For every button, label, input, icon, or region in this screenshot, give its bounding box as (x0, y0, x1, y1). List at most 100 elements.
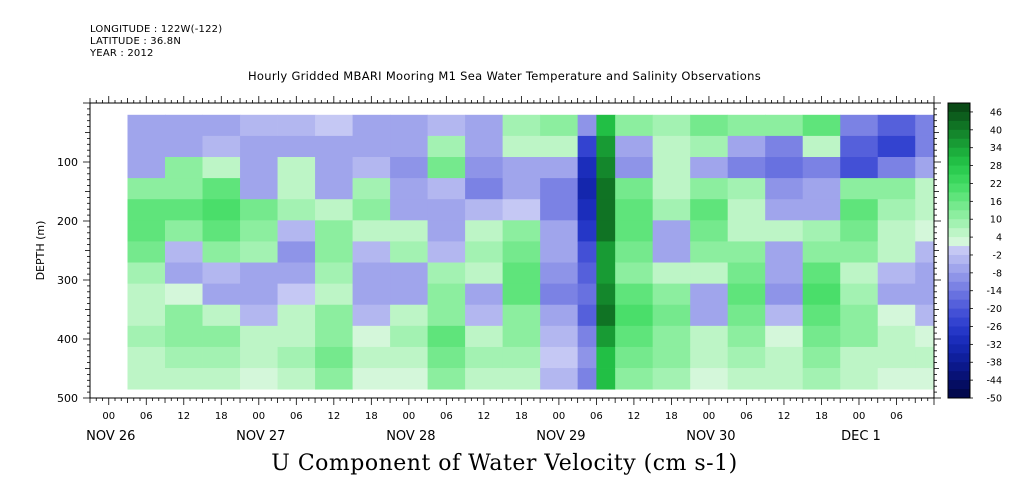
colorbar-swatch (948, 344, 970, 354)
heatmap-cell (352, 135, 391, 158)
colorbar-swatch (948, 335, 970, 345)
heatmap-cell (352, 368, 391, 390)
heatmap-cell (202, 283, 241, 306)
x-hour-tick-label: 12 (477, 411, 490, 422)
heatmap-cell (765, 283, 804, 306)
heatmap-cell (540, 262, 579, 285)
heatmap-cell (465, 157, 504, 179)
x-hour-tick-label: 00 (553, 411, 566, 422)
heatmap-cell (615, 304, 654, 327)
metadata-block: LONGITUDE : 122W(-122) LATITUDE : 36.8N … (90, 24, 222, 60)
heatmap-cell (315, 346, 353, 369)
heatmap-cell (915, 199, 935, 221)
heatmap-cell (727, 346, 766, 369)
heatmap-cell (690, 346, 729, 369)
heatmap-cell (727, 157, 766, 179)
colorbar-tick-label: 34 (990, 143, 1002, 154)
heatmap-cell (277, 368, 316, 390)
heatmap-cell (502, 114, 541, 137)
y-tick-label: 500 (57, 392, 78, 405)
heatmap-cell (727, 178, 766, 200)
x-day-label: NOV 30 (686, 429, 735, 444)
heatmap-cell (277, 178, 316, 200)
colorbar-tick-label: 16 (990, 197, 1002, 208)
heatmap-cell (596, 262, 616, 285)
x-hour-tick-label: 18 (665, 411, 678, 422)
heatmap-cell (765, 241, 804, 263)
heatmap-cell (765, 157, 804, 179)
heatmap-cell (877, 346, 916, 369)
heatmap-cell (727, 262, 766, 285)
heatmap-cell (652, 241, 691, 263)
heatmap-cell (840, 262, 879, 285)
y-tick-label: 300 (57, 274, 78, 287)
heatmap-cell (202, 346, 241, 369)
heatmap-cell (615, 178, 654, 200)
heatmap-cell (202, 220, 241, 242)
heatmap-cell (596, 304, 616, 327)
heatmap-cell (840, 283, 879, 306)
heatmap-cell (615, 325, 654, 348)
heatmap-cell (577, 114, 597, 137)
heatmap-cell (127, 178, 166, 200)
heatmap-cell (615, 135, 654, 158)
year-label: YEAR : 2012 (90, 48, 154, 59)
x-hour-tick-label: 18 (365, 411, 378, 422)
heatmap-cell (165, 304, 203, 327)
heatmap-cell (652, 220, 691, 242)
heatmap-cell (165, 325, 203, 348)
heatmap-cell (915, 241, 935, 263)
heatmap-cell (127, 114, 166, 137)
heatmap-cell (915, 262, 935, 285)
heatmap-cell (727, 135, 766, 158)
heatmap-cell (915, 368, 935, 390)
heatmap-cell (390, 368, 428, 390)
heatmap-cell (577, 262, 597, 285)
heatmap-cell (877, 114, 916, 137)
heatmap-cell (315, 304, 353, 327)
heatmap-cell (352, 178, 391, 200)
heatmap-cell (277, 304, 316, 327)
heatmap-cell (652, 304, 691, 327)
heatmap-cell (127, 368, 166, 390)
colorbar-tick-label: -14 (986, 286, 1002, 297)
heatmap-cell (202, 178, 241, 200)
heatmap-cell (840, 241, 879, 263)
heatmap-cell (652, 262, 691, 285)
x-hour-tick-label: 18 (815, 411, 828, 422)
heatmap-cell (127, 262, 166, 285)
x-hour-tick-label: 12 (778, 411, 791, 422)
heatmap-cell (427, 262, 466, 285)
x-day-label: NOV 27 (236, 429, 285, 444)
longitude-label: LONGITUDE : 122W(-122) (90, 24, 223, 35)
heatmap-cell (877, 135, 916, 158)
heatmap-cell (596, 368, 616, 390)
heatmap-cell (596, 114, 616, 137)
heatmap-cell (840, 178, 879, 200)
heatmap-cell (802, 325, 841, 348)
colorbar-swatch (948, 228, 970, 238)
colorbar-tick-label: -32 (986, 340, 1002, 351)
colorbar-swatch (948, 263, 970, 274)
x-day-label: NOV 26 (86, 429, 135, 444)
heatmap-cell (390, 157, 428, 179)
heatmap-cell (165, 241, 203, 263)
heatmap-cell (615, 346, 654, 369)
colorbar-tick-label: 4 (996, 233, 1002, 244)
heatmap-cell (240, 325, 278, 348)
heatmap-cell (352, 283, 391, 306)
heatmap-cell (502, 368, 541, 390)
heatmap-cell (277, 241, 316, 263)
heatmap-cell (540, 304, 579, 327)
heatmap-cell (877, 262, 916, 285)
heatmap-cell (540, 135, 579, 158)
heatmap-cell (802, 199, 841, 221)
heatmap-cell (352, 199, 391, 221)
heatmap-cell (577, 220, 597, 242)
heatmap-cell (202, 135, 241, 158)
heatmap-cell (765, 346, 804, 369)
heatmap-cell (540, 346, 579, 369)
heatmap-cell (577, 178, 597, 200)
heatmap-cell (390, 199, 428, 221)
heatmap-cell (202, 262, 241, 285)
